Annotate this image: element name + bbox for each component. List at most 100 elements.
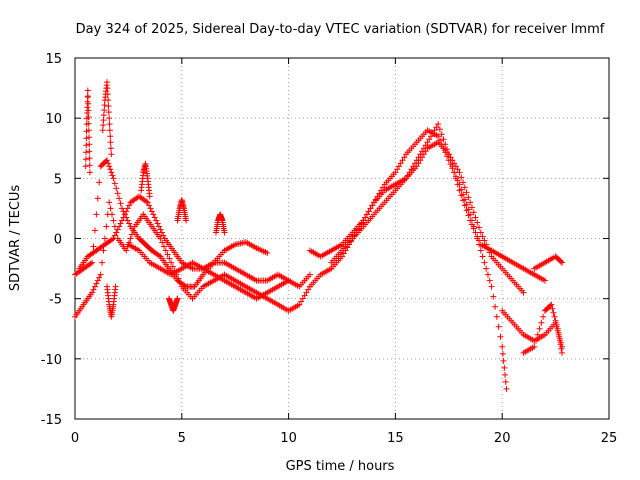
data-point xyxy=(554,325,561,332)
data-point xyxy=(168,259,175,266)
data-point xyxy=(556,337,563,344)
data-point xyxy=(461,202,468,209)
data-point xyxy=(477,247,484,254)
data-point xyxy=(557,258,564,265)
data-point xyxy=(379,184,386,191)
data-point xyxy=(97,271,104,278)
y-tick-label: -15 xyxy=(41,413,62,428)
data-point xyxy=(128,231,135,238)
data-point xyxy=(146,202,153,209)
data-point xyxy=(552,317,559,324)
data-point xyxy=(486,277,493,284)
data-point xyxy=(107,166,114,173)
data-point xyxy=(406,169,413,176)
data-point xyxy=(541,277,548,284)
y-axis-label: SDTVAR / TECUs xyxy=(8,185,23,292)
data-point xyxy=(105,103,112,110)
series-spike-6.8 xyxy=(212,211,228,236)
data-point xyxy=(553,321,560,328)
data-point xyxy=(468,204,475,211)
data-point xyxy=(431,127,438,134)
data-point xyxy=(109,236,116,243)
data-point xyxy=(177,279,184,286)
series-trace-c xyxy=(76,193,313,290)
data-point xyxy=(458,174,465,181)
series-trace-i xyxy=(531,253,566,272)
data-point xyxy=(106,115,113,122)
data-point xyxy=(121,211,128,218)
data-point xyxy=(550,309,557,316)
data-point xyxy=(116,223,123,230)
x-tick-label: 0 xyxy=(71,431,79,446)
data-point xyxy=(101,107,108,114)
series-trace-j xyxy=(520,301,566,356)
data-point xyxy=(479,233,486,240)
data-point xyxy=(99,259,106,266)
data-point xyxy=(488,283,495,290)
data-point xyxy=(477,229,484,236)
x-tick-label: 25 xyxy=(601,431,618,446)
data-point xyxy=(411,160,418,167)
data-point xyxy=(499,343,506,350)
y-tick-label: -5 xyxy=(49,293,62,308)
data-point xyxy=(83,135,90,142)
x-tick-label: 5 xyxy=(178,431,186,446)
data-point xyxy=(114,226,121,233)
data-point xyxy=(410,163,417,170)
data-point xyxy=(100,247,107,254)
data-point xyxy=(442,141,449,148)
data-point xyxy=(404,172,411,179)
data-point xyxy=(90,286,97,293)
data-point xyxy=(463,207,470,214)
data-point xyxy=(435,133,442,140)
data-point xyxy=(460,197,467,204)
data-point xyxy=(86,169,93,176)
data-point xyxy=(451,169,458,176)
data-point xyxy=(417,151,424,158)
data-point xyxy=(436,126,443,133)
data-point xyxy=(85,107,92,114)
x-axis-label: GPS time / hours xyxy=(286,459,395,474)
data-point xyxy=(174,295,181,302)
data-point xyxy=(339,253,345,260)
data-point xyxy=(158,229,165,236)
data-point xyxy=(415,154,422,161)
data-point xyxy=(559,259,566,266)
data-point xyxy=(452,175,459,182)
data-point xyxy=(105,109,112,116)
data-point xyxy=(86,134,93,141)
y-tick-label: 5 xyxy=(54,172,62,187)
data-point xyxy=(96,179,103,186)
data-point xyxy=(451,160,458,167)
data-point xyxy=(306,271,313,278)
data-point xyxy=(420,145,427,152)
data-point xyxy=(181,282,188,289)
data-point xyxy=(106,199,113,206)
data-point xyxy=(109,172,116,179)
data-point xyxy=(144,199,151,206)
data-point xyxy=(126,202,133,209)
data-point xyxy=(397,160,404,167)
data-point xyxy=(84,87,91,94)
data-point xyxy=(495,323,502,330)
data-point xyxy=(104,85,111,92)
data-point xyxy=(497,333,504,340)
data-point xyxy=(183,217,190,224)
data-point xyxy=(100,117,107,124)
data-point xyxy=(105,97,112,104)
data-point xyxy=(490,293,497,300)
data-point xyxy=(111,180,118,187)
data-point xyxy=(83,149,90,156)
data-point xyxy=(112,283,119,290)
data-point xyxy=(540,313,547,320)
data-point xyxy=(305,286,312,293)
data-point xyxy=(264,249,271,256)
data-point xyxy=(501,364,508,371)
data-point xyxy=(82,156,89,163)
data-point xyxy=(84,104,91,111)
data-point xyxy=(86,162,93,169)
data-point xyxy=(502,378,509,385)
data-point xyxy=(126,220,133,227)
x-axis: 0 5 10 15 20 25 xyxy=(71,58,617,446)
data-points xyxy=(72,79,566,392)
